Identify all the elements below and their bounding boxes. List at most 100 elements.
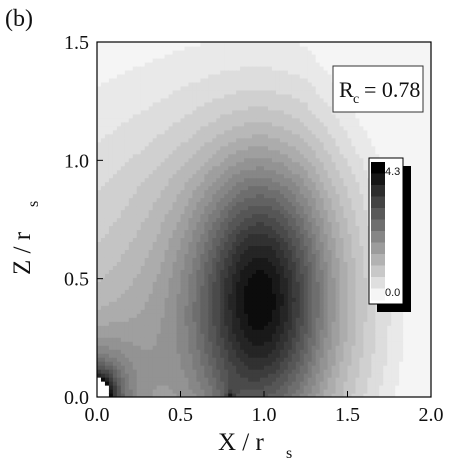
contour-cell <box>132 217 138 223</box>
contour-cell <box>204 297 209 302</box>
contour-cell <box>256 201 261 207</box>
contour-cell <box>172 209 178 215</box>
contour-cell <box>256 49 261 55</box>
contour-cell <box>311 357 317 362</box>
contour-cell <box>295 221 301 227</box>
contour-cell <box>220 153 225 159</box>
contour-cell <box>252 325 257 330</box>
contour-cell <box>283 289 289 294</box>
contour-cell <box>220 157 225 163</box>
contour-cell <box>244 73 249 79</box>
contour-cell <box>315 329 321 334</box>
contour-cell <box>279 277 285 282</box>
contour-cell <box>108 173 114 179</box>
contour-cell <box>208 97 213 103</box>
contour-cell <box>148 377 154 382</box>
contour-cell <box>156 381 162 386</box>
contour-cell <box>204 109 209 115</box>
contour-cell <box>228 45 233 51</box>
contour-cell <box>299 341 305 346</box>
contour-cell <box>256 245 261 251</box>
contour-cell <box>204 253 209 258</box>
contour-cell <box>184 101 190 107</box>
contour-cell <box>97 345 102 350</box>
contour-cell <box>124 249 130 255</box>
contour-cell <box>295 165 301 171</box>
contour-cell <box>204 225 209 231</box>
contour-cell <box>208 105 213 111</box>
contour-cell <box>248 205 253 211</box>
contour-cell <box>244 217 249 223</box>
contour-cell <box>311 313 317 318</box>
contour-cell <box>192 65 198 71</box>
contour-cell <box>260 213 265 219</box>
contour-cell <box>156 305 162 310</box>
contour-cell <box>224 61 229 67</box>
contour-cell <box>311 185 317 191</box>
contour-cell <box>220 93 225 99</box>
contour-cell <box>152 189 158 195</box>
contour-cell <box>188 161 194 167</box>
contour-cell <box>228 113 233 119</box>
contour-cell <box>220 42 225 47</box>
contour-cell <box>315 93 321 99</box>
contour-cell <box>279 389 285 394</box>
contour-cell <box>212 225 217 231</box>
contour-cell <box>108 269 114 274</box>
contour-cell <box>271 137 277 143</box>
contour-cell <box>148 157 154 163</box>
contour-cell <box>184 149 190 155</box>
contour-cell <box>220 361 225 366</box>
contour-cell <box>232 129 237 135</box>
contour-cell <box>299 273 305 278</box>
contour-cell <box>108 113 114 119</box>
contour-cell <box>248 233 253 239</box>
contour-cell <box>303 169 309 175</box>
contour-cell <box>291 345 297 350</box>
contour-cell <box>188 117 194 123</box>
contour-cell <box>220 385 225 390</box>
contour-cell <box>112 153 118 159</box>
contour-cell <box>200 81 205 87</box>
contour-cell <box>279 337 285 342</box>
contour-cell <box>319 393 325 397</box>
contour-cell <box>220 277 225 282</box>
contour-cell <box>307 217 313 223</box>
contour-cell <box>315 213 321 219</box>
contour-cell <box>283 373 289 378</box>
contour-cell <box>264 265 269 270</box>
contour-cell <box>252 45 257 51</box>
contour-cell <box>232 101 237 107</box>
contour-cell <box>104 129 110 135</box>
contour-cell <box>120 313 126 318</box>
contour-cell <box>192 133 198 139</box>
contour-cell <box>220 341 225 346</box>
contour-cell <box>287 253 293 258</box>
contour-cell <box>144 97 150 103</box>
contour-cell <box>132 329 138 334</box>
contour-cell <box>176 169 182 175</box>
contour-cell <box>287 301 293 306</box>
contour-cell <box>303 42 309 47</box>
contour-cell <box>271 141 277 147</box>
contour-cell <box>136 281 142 286</box>
contour-cell <box>236 361 241 366</box>
contour-cell <box>208 121 213 127</box>
contour-cell <box>315 201 321 207</box>
contour-cell <box>212 277 217 282</box>
contour-cell <box>108 149 114 155</box>
contour-cell <box>200 285 205 290</box>
contour-cell <box>228 133 233 139</box>
contour-cell <box>156 333 162 338</box>
contour-cell <box>260 389 265 394</box>
contour-cell <box>307 325 313 330</box>
contour-cell <box>192 325 198 330</box>
contour-cell <box>112 157 118 163</box>
contour-cell <box>295 101 301 107</box>
contour-cell <box>299 317 305 322</box>
contour-cell <box>244 357 249 362</box>
contour-cell <box>216 317 221 322</box>
contour-cell <box>291 177 297 183</box>
contour-cell <box>148 177 154 183</box>
contour-cell <box>232 145 237 151</box>
